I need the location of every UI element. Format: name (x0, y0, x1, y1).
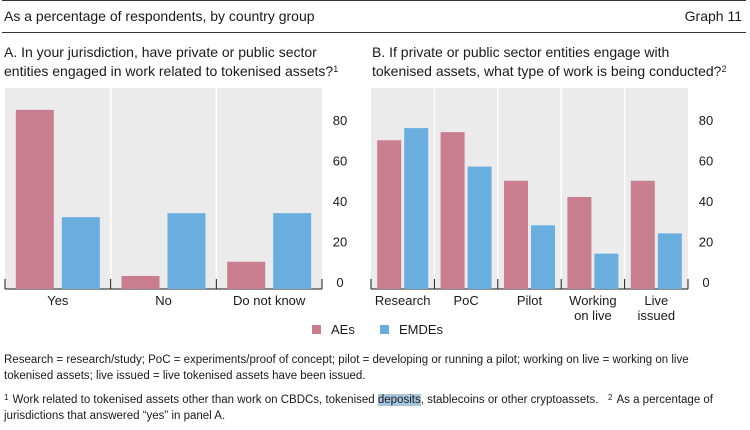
panel-b-y-tick-label: 40 (699, 194, 713, 209)
panel-b-bar-emdes (594, 253, 619, 289)
panel-b-category-label: PoC (453, 293, 478, 308)
panel-b-footnote-ref: 2 (721, 64, 727, 74)
legend-emdes: EMDEs (380, 322, 443, 337)
panel-a-bar-emdes (167, 213, 206, 289)
panel-a-y-tick-label: 60 (333, 154, 347, 169)
panel-a-title: A. In your jurisdiction, have private or… (4, 43, 364, 81)
legend-emdes-label: EMDEs (399, 322, 444, 337)
panel-a-title-text: A. In your jurisdiction, have private or… (4, 44, 334, 79)
panel-b-category-label: on live (574, 308, 612, 323)
legend-emdes-swatch (380, 325, 389, 334)
footnote-2-number: 2 (608, 393, 613, 402)
top-rule (2, 0, 746, 1)
panel-b-bar-emdes (531, 225, 555, 289)
panel-a-bar-aes (227, 261, 266, 289)
panel-b-category-label: Working (569, 293, 616, 308)
panel-b-bar-emdes (467, 166, 492, 289)
panel-b-bar-aes (630, 180, 655, 289)
footnote-1-text-a: Work related to tokenised assets other t… (12, 394, 378, 406)
panel-b-y-tick-label: 80 (699, 113, 713, 128)
panel-a-plot-bg (5, 88, 322, 289)
panel-a-y-tick-label: 20 (333, 235, 347, 250)
panel-a-y-tick-label: 80 (333, 113, 347, 128)
panel-a-bar-aes (121, 275, 160, 289)
panel-b-y-tick-label: 20 (699, 235, 713, 250)
chart-subtitle: As a percentage of respondents, by count… (4, 8, 315, 24)
panel-b-bar-aes (440, 132, 465, 289)
panel-b-category-label: Live (644, 293, 668, 308)
panel-a-footnote-ref: 1 (333, 64, 339, 74)
panel-a-category-label: Do not know (233, 293, 306, 308)
footnote-1-number: 1 (4, 393, 9, 402)
panel-a-y-tick-label: 40 (333, 194, 347, 209)
panel-b-bar-emdes (657, 233, 682, 289)
panel-b-category-label: Research (375, 293, 431, 308)
panel-b-bar-aes (377, 140, 402, 289)
graph-number: Graph 11 (684, 8, 742, 24)
panel-b-bar-aes (567, 196, 592, 289)
footnote-1-text-b: , stablecoins or other cryptoassets. (420, 394, 599, 406)
panel-b-y-tick-label: 60 (699, 154, 713, 169)
panel-b-y-tick-label: 0 (702, 275, 709, 290)
panel-a-y-tick-label: 0 (336, 275, 343, 290)
legend-aes-label: AEs (331, 322, 355, 337)
panel-a-category-label: Yes (47, 293, 69, 308)
legend-aes-swatch (312, 325, 321, 334)
header-rule (2, 32, 746, 33)
footnote-1-highlight: deposits (377, 394, 421, 406)
panel-b-bar-aes (504, 180, 528, 289)
footnote-2-text: As a percentage of jurisdictions that an… (4, 394, 714, 422)
panel-a-category-label: No (155, 293, 172, 308)
panel-b-title-text: B. If private or public sector entities … (372, 44, 722, 79)
panel-a-bar-aes (15, 109, 54, 289)
panel-a-bar-emdes (61, 217, 100, 289)
panel-a-bar-emdes (273, 213, 312, 289)
panel-b-bar-emdes (404, 128, 429, 289)
panel-b-category-label: issued (638, 308, 676, 323)
panel-b-category-label: Pilot (517, 293, 543, 308)
panel-b-title: B. If private or public sector entities … (372, 43, 732, 81)
definitions-note: Research = research/study; PoC = experim… (4, 354, 689, 382)
footnotes: 1 Work related to tokenised assets other … (4, 392, 726, 424)
legend-aes: AEs (312, 322, 355, 337)
